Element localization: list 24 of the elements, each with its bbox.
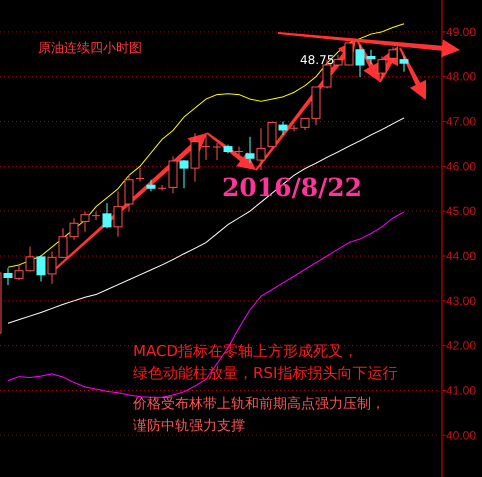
candlestick xyxy=(256,128,266,170)
annotation: 绿色动能柱放量，RSI指标拐头向下运行 xyxy=(133,364,398,382)
y-tick-label: 42.00 xyxy=(446,338,476,353)
candlestick xyxy=(202,132,210,161)
y-tick-label: 46.00 xyxy=(446,159,476,174)
y-tick-label: 40.00 xyxy=(446,428,476,442)
y-tick-label: 49.00 xyxy=(446,24,476,39)
y-tick-label: 45.00 xyxy=(446,204,476,218)
line-series xyxy=(8,117,404,324)
annotation: 价格受布林带上轨和前期高点强力压制， xyxy=(132,396,385,412)
y-tick-label: 43.00 xyxy=(446,294,476,308)
line-series xyxy=(8,212,404,398)
candlestick xyxy=(48,251,56,284)
text: 原油连续四小时图 xyxy=(38,41,142,56)
candlestick xyxy=(70,218,78,240)
annotation: 谨防中轨强力支撑 xyxy=(133,418,245,434)
candlestick xyxy=(124,174,134,212)
y-tick-label: 44.00 xyxy=(446,248,476,263)
candlestick xyxy=(190,132,200,182)
y-tick-label: 47.00 xyxy=(446,114,476,128)
y-tick-label: 41.00 xyxy=(446,383,476,398)
candlestick xyxy=(114,190,122,238)
y-tick-label: 48.00 xyxy=(446,70,476,84)
candlestick xyxy=(4,268,12,286)
